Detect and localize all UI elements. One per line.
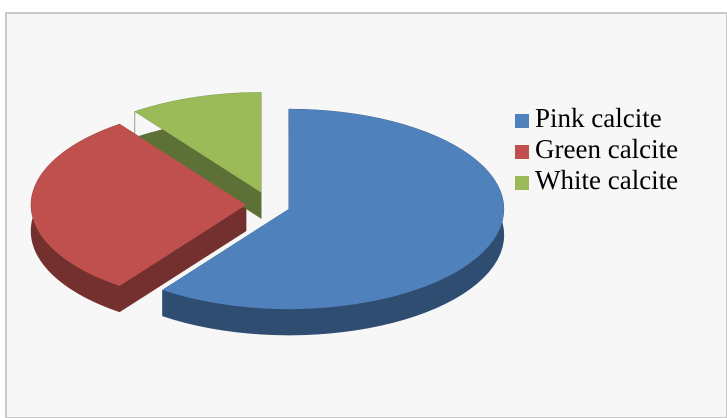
legend-swatch <box>515 114 529 128</box>
legend-label: White calcite <box>535 165 678 195</box>
legend-swatch <box>515 176 529 190</box>
slice <box>31 124 246 286</box>
slice <box>134 92 262 193</box>
legend-label: Pink calcite <box>535 103 662 133</box>
slice <box>162 109 504 310</box>
legend-swatch <box>515 145 529 159</box>
legend-label: Green calcite <box>535 134 678 164</box>
